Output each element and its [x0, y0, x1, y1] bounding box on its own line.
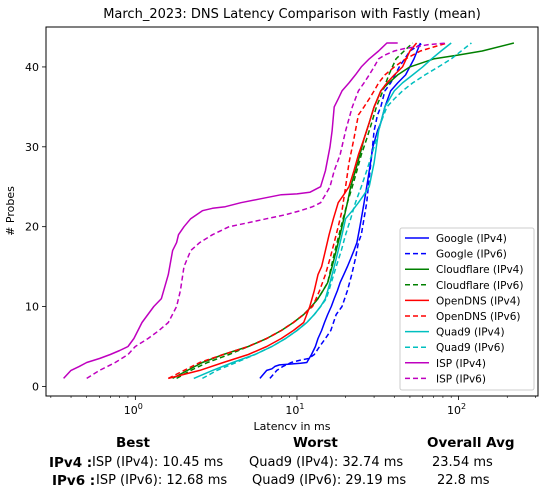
series-line-2: [172, 42, 515, 380]
summary-best-ipv6: ISP (IPv6): 12.68 ms: [96, 473, 228, 488]
legend: Google (IPv4) Google (IPv6) Cloudflare (IP…: [399, 227, 535, 391]
plot-frame: [45, 26, 539, 397]
legend-label-5: OpenDNS (IPv6): [436, 311, 521, 323]
y-tick-label: 10: [25, 301, 39, 314]
summary-header-avg: Overall Avg: [427, 435, 515, 451]
chart-title: March_2023: DNS Latency Comparison with …: [103, 7, 481, 22]
legend-label-7: Quad9 (IPv6): [436, 342, 505, 354]
legend-label-4: OpenDNS (IPv4): [436, 295, 521, 307]
series-layer: [63, 42, 515, 380]
series-line-8: [63, 42, 398, 379]
x-tick-label: 101: [285, 402, 304, 417]
series-line-1: [269, 42, 424, 379]
y-tick-label: 0: [32, 380, 39, 393]
legend-box: [399, 227, 535, 391]
y-tick-label: 30: [25, 141, 39, 154]
summary-avg-ipv6: 22.8 ms: [437, 473, 490, 488]
legend-label-2: Cloudflare (IPv4): [436, 264, 523, 276]
x-axis-label: Latency in ms: [254, 420, 331, 430]
legend-label-9: ISP (IPv6): [436, 373, 486, 385]
series-line-5: [167, 42, 448, 380]
summary-worst-ipv4: Quad9 (IPv4): 32.74 ms: [249, 455, 404, 470]
x-tick-label: 102: [447, 402, 466, 417]
legend-label-8: ISP (IPv4): [436, 358, 486, 370]
legend-label-6: Quad9 (IPv4): [436, 327, 505, 339]
series-line-4: [168, 42, 418, 380]
legend-label-3: Cloudflare (IPv6): [436, 280, 523, 292]
y-tick-label: 20: [25, 221, 39, 234]
x-tick-label: 100: [124, 402, 143, 417]
y-tick-label: 40: [25, 61, 39, 74]
legend-label-1: Google (IPv6): [436, 249, 507, 261]
summary-table: Best Worst Overall Avg IPv4 : ISP (IPv4)…: [0, 430, 548, 494]
legend-label-0: Google (IPv4): [436, 233, 507, 245]
series-line-7: [202, 42, 472, 380]
summary-header-best: Best: [116, 435, 150, 451]
latency-chart: March_2023: DNS Latency Comparison with …: [4, 7, 539, 430]
summary-worst-ipv6: Quad9 (IPv6): 29.19 ms: [252, 473, 407, 488]
summary-best-ipv4: ISP (IPv4): 10.45 ms: [92, 455, 224, 470]
y-axis-label: # Probes: [4, 186, 17, 236]
summary-row-label-ipv4: IPv4 :: [49, 455, 93, 471]
summary-header-worst: Worst: [293, 435, 338, 451]
summary-avg-ipv4: 23.54 ms: [432, 455, 493, 470]
series-line-9: [86, 42, 448, 380]
summary-row-label-ipv6: IPv6 :: [52, 473, 96, 489]
